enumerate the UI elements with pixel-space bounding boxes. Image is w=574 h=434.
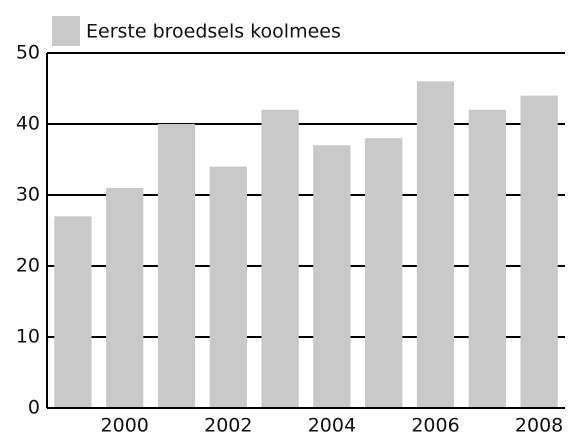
y-tick-label: 30 <box>16 184 40 206</box>
bar <box>468 109 506 409</box>
x-tick-label: 2004 <box>308 415 356 434</box>
legend-swatch <box>52 16 80 46</box>
y-tick-label: 40 <box>16 113 40 135</box>
x-tick-label: 2006 <box>411 415 459 434</box>
bar <box>261 109 299 409</box>
bar <box>416 81 455 409</box>
bar <box>106 187 144 408</box>
y-tick-label: 50 <box>16 42 40 64</box>
bar <box>313 145 351 409</box>
bar <box>157 124 196 408</box>
legend-label: Eerste broedsels koolmees <box>86 21 341 43</box>
bar <box>209 166 247 408</box>
x-tick-label: 2008 <box>515 415 563 434</box>
bar <box>54 216 92 408</box>
x-tick-label: 2000 <box>101 415 149 434</box>
y-tick-label: 10 <box>16 326 40 348</box>
bar <box>520 95 558 408</box>
y-tick-label: 0 <box>28 397 40 419</box>
x-tick-label: 2002 <box>204 415 252 434</box>
y-tick-label: 20 <box>16 255 40 277</box>
bar <box>365 138 403 408</box>
